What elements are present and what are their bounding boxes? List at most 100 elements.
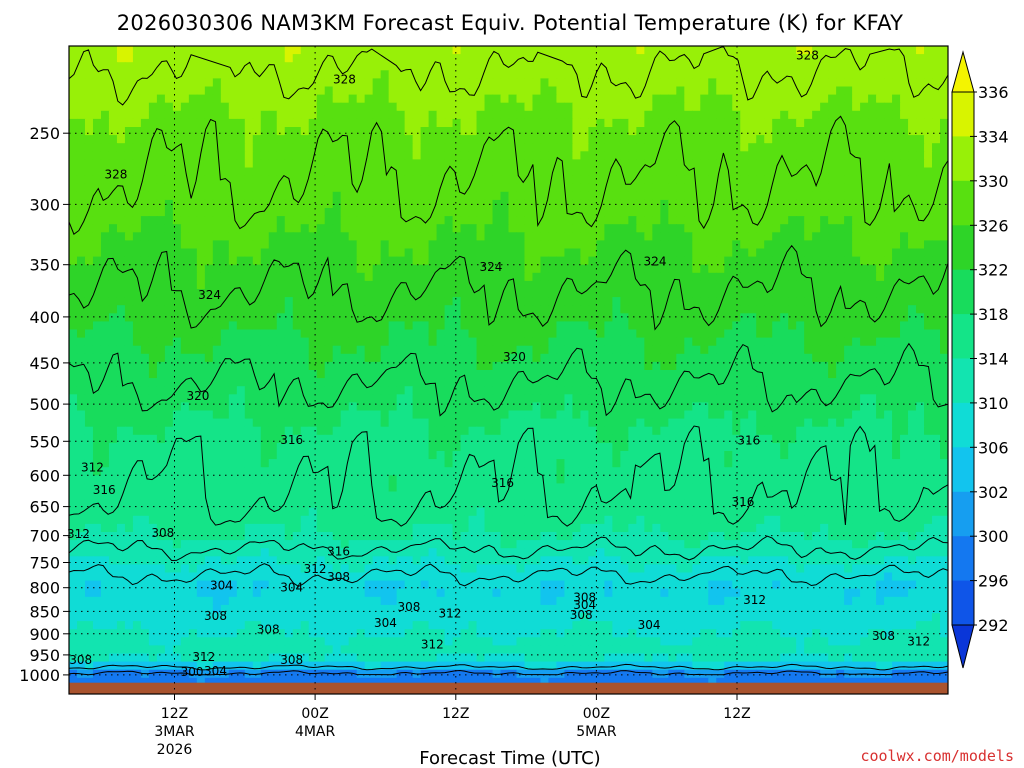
theta-e-cell bbox=[580, 208, 590, 217]
theta-e-cell bbox=[828, 264, 837, 274]
theta-e-cell bbox=[836, 280, 845, 290]
theta-e-cell bbox=[492, 78, 502, 88]
theta-e-cell bbox=[76, 143, 86, 152]
theta-e-cell bbox=[252, 394, 262, 403]
theta-e-cell bbox=[220, 256, 230, 266]
theta-e-cell bbox=[516, 94, 526, 104]
theta-e-cell bbox=[236, 199, 246, 209]
theta-e-cell bbox=[668, 110, 677, 120]
theta-e-cell bbox=[932, 159, 941, 169]
theta-e-cell bbox=[812, 118, 821, 128]
theta-e-cell bbox=[740, 70, 749, 79]
theta-e-cell bbox=[516, 378, 526, 387]
theta-e-cell bbox=[612, 248, 621, 258]
theta-e-cell bbox=[260, 321, 270, 331]
theta-e-cell bbox=[628, 402, 637, 412]
theta-e-cell bbox=[404, 70, 414, 79]
theta-e-cell bbox=[196, 46, 206, 55]
theta-e-cell bbox=[756, 280, 765, 290]
theta-e-cell bbox=[740, 232, 749, 241]
theta-e-cell bbox=[500, 305, 510, 314]
theta-e-cell bbox=[564, 62, 574, 71]
theta-e-cell bbox=[292, 264, 302, 274]
theta-e-cell bbox=[444, 183, 454, 193]
theta-e-cell bbox=[204, 102, 214, 112]
theta-e-cell bbox=[172, 183, 182, 193]
theta-e-cell bbox=[892, 329, 901, 339]
theta-e-cell bbox=[252, 199, 262, 209]
theta-e-cell bbox=[492, 264, 502, 274]
theta-e-cell bbox=[788, 183, 797, 193]
theta-e-cell bbox=[764, 151, 773, 160]
theta-e-cell bbox=[860, 143, 869, 152]
theta-e-cell bbox=[716, 183, 725, 193]
theta-e-cell bbox=[140, 248, 150, 258]
theta-e-cell bbox=[196, 248, 206, 258]
theta-e-cell bbox=[644, 297, 653, 306]
theta-e-cell bbox=[268, 94, 278, 104]
theta-e-cell bbox=[556, 264, 566, 274]
theta-e-cell bbox=[700, 54, 709, 63]
theta-e-cell bbox=[604, 297, 613, 306]
theta-e-cell bbox=[788, 94, 797, 104]
theta-e-cell bbox=[476, 248, 486, 258]
theta-e-cell bbox=[764, 216, 773, 225]
theta-e-cell bbox=[436, 378, 446, 387]
theta-e-cell bbox=[132, 54, 142, 63]
theta-e-cell bbox=[836, 394, 845, 403]
theta-e-cell bbox=[244, 62, 254, 71]
theta-e-cell bbox=[932, 337, 941, 347]
theta-e-cell bbox=[828, 256, 837, 266]
theta-e-cell bbox=[164, 361, 174, 371]
theta-e-cell bbox=[732, 183, 741, 193]
theta-e-cell bbox=[868, 321, 877, 331]
theta-e-cell bbox=[348, 167, 358, 177]
theta-e-cell bbox=[276, 46, 286, 55]
theta-e-cell bbox=[836, 54, 845, 63]
theta-e-cell bbox=[316, 208, 326, 217]
theta-e-cell bbox=[364, 191, 374, 201]
theta-e-cell bbox=[484, 224, 494, 233]
theta-e-cell bbox=[756, 272, 765, 282]
theta-e-cell bbox=[796, 345, 805, 355]
theta-e-cell bbox=[140, 280, 150, 290]
theta-e-cell bbox=[500, 345, 510, 355]
theta-e-cell bbox=[612, 151, 621, 160]
theta-e-cell bbox=[820, 337, 829, 347]
theta-e-cell bbox=[300, 410, 310, 420]
theta-e-cell bbox=[572, 264, 582, 274]
theta-e-cell bbox=[540, 321, 550, 331]
theta-e-cell bbox=[876, 256, 885, 266]
theta-e-cell bbox=[84, 183, 94, 193]
theta-e-cell bbox=[284, 167, 294, 177]
theta-e-cell bbox=[84, 94, 94, 104]
theta-e-cell bbox=[604, 78, 613, 88]
theta-e-cell bbox=[124, 313, 134, 322]
theta-e-cell bbox=[84, 208, 94, 217]
theta-e-cell bbox=[340, 135, 350, 144]
theta-e-cell bbox=[316, 386, 326, 395]
theta-e-cell bbox=[188, 353, 198, 363]
theta-e-cell bbox=[124, 394, 134, 403]
theta-e-cell bbox=[292, 78, 302, 88]
theta-e-cell bbox=[780, 329, 789, 339]
theta-e-cell bbox=[580, 345, 590, 355]
theta-e-cell bbox=[452, 78, 462, 88]
theta-e-cell bbox=[364, 135, 374, 144]
theta-e-cell bbox=[604, 175, 613, 185]
theta-e-cell bbox=[564, 232, 574, 241]
theta-e-cell bbox=[716, 70, 725, 79]
theta-e-cell bbox=[788, 313, 797, 322]
theta-e-cell bbox=[740, 361, 749, 371]
theta-e-cell bbox=[348, 46, 358, 55]
theta-e-cell bbox=[308, 70, 318, 79]
theta-e-cell bbox=[756, 329, 765, 339]
theta-e-cell bbox=[300, 321, 310, 331]
theta-e-cell bbox=[820, 216, 829, 225]
theta-e-cell bbox=[556, 394, 566, 403]
theta-e-cell bbox=[940, 378, 948, 387]
theta-e-cell bbox=[244, 208, 254, 217]
theta-e-cell bbox=[812, 110, 821, 120]
theta-e-cell bbox=[428, 370, 438, 379]
theta-e-cell bbox=[388, 232, 398, 241]
